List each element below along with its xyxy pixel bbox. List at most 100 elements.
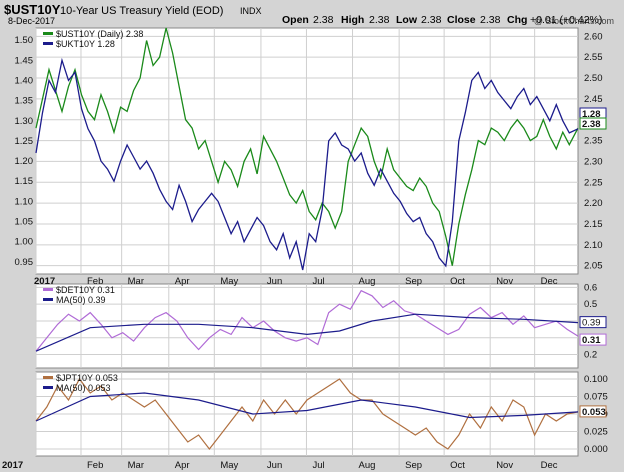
left-tick-label: 1.25 [15,136,34,147]
left-tick-label: 1.30 [15,116,34,127]
last-value-labels: 1.282.38 0.39 0.31 0.053 [579,107,607,418]
x-tick-label: 2017 [2,460,23,471]
low-label: Low [396,14,418,26]
left-tick-label: 1.20 [15,156,34,167]
last-value-text: 0.31 [582,335,601,346]
date-label: 8-Dec-2017 [8,16,55,26]
right-tick-label: 0.2 [584,350,597,361]
x-tick-label: Apr [175,276,190,287]
x-tick-label: Dec [541,460,558,471]
right-tick-label: 2.55 [584,52,603,63]
close-label: Close [447,14,476,26]
left-tick-label: 1.00 [15,237,34,248]
x-tick-label: Sep [405,460,422,471]
right-tick-label: 2.25 [584,177,603,188]
right-tick-label: 2.30 [584,156,603,167]
last-value-box [579,117,607,130]
last-value-text: 0.39 [582,318,601,329]
right-tick-label: 2.05 [584,261,603,272]
right-tick-label: 2.50 [584,73,603,84]
x-tick-label: Mar [128,276,144,287]
symbol-title: $UST10Y [4,2,61,17]
chg-value: +0.01 (+0.42%) [530,14,602,26]
x-tick-label: Dec [541,276,558,287]
x-tick-label: Jun [267,460,282,471]
last-value-text: 1.28 [582,109,601,120]
x-tick-label: 2017 [34,276,55,287]
x-tick-label: Feb [87,276,103,287]
de-grid [35,284,578,368]
x-tick-label: Sep [405,276,422,287]
legend-swatch-jp [43,376,53,379]
low-value: 2.38 [421,14,442,26]
x-tick-label: Mar [128,460,144,471]
right-tick-label: 0.5 [584,299,597,310]
main-series [35,27,579,271]
close-value: 2.38 [480,14,501,26]
right-tick-label: 2.60 [584,31,603,42]
right-tick-label: 2.45 [584,94,603,105]
x-tick-label: Jul [312,276,324,287]
right-tick-label: 0.100 [584,374,608,385]
symbol-description: 10-Year US Treasury Yield (EOD) [60,5,223,17]
open-value: 2.38 [313,14,334,26]
x-tick-label: Oct [450,460,465,471]
open-label: Open [282,14,309,26]
chg-label: Chg [507,14,527,26]
last-value-box [579,333,607,346]
series-line-de [35,289,579,352]
left-tick-label: 1.10 [15,196,34,207]
last-value-text: 2.38 [582,119,601,130]
series-line-uk [35,57,579,271]
right-tick-label: 2.20 [584,198,603,209]
legend-swatch-jp-ma [43,386,53,389]
legend-swatch-uk [43,42,53,45]
x-tick-label: Oct [450,276,465,287]
right-tick-label: 0.075 [584,392,608,403]
x-tick-label: Jul [312,460,324,471]
ohlc-readout: Open 2.38 High 2.38 Low 2.38 Close 2.38 … [282,14,602,26]
legend-jp: $JPT10Y 0.053 [56,373,118,383]
legend-de: $DET10Y 0.31 [56,285,115,295]
x-tick-label: Jun [267,276,282,287]
legend-de-ma: MA(50) 0.39 [56,295,106,305]
legend-swatch-de-ma [43,298,53,301]
legend-swatch-de [43,288,53,291]
x-tick-label: Aug [359,460,376,471]
last-value-box [579,405,607,418]
right-tick-label: 0.025 [584,427,608,438]
de-series [35,289,579,352]
high-value: 2.38 [369,14,390,26]
legend-uk: $UKT10Y 1.28 [56,39,115,49]
right-tick-label: 2.10 [584,240,603,251]
last-value-text: 0.053 [582,407,606,418]
last-value-box [579,316,607,329]
de-legend: $DET10Y 0.31 MA(50) 0.39 [43,285,115,305]
left-tick-label: 1.15 [15,176,34,187]
left-tick-label: 1.45 [15,55,34,66]
x-tick-label: May [220,276,238,287]
watermark: @ StockCharts.com [534,16,614,26]
right-tick-label: 2.15 [584,219,603,230]
x-tick-label: Nov [496,276,513,287]
exchange-label: INDX [240,6,262,16]
legend-swatch-us [43,32,53,35]
series-line-jp [35,377,579,450]
x-tick-label: Aug [359,276,376,287]
x-tick-label: Nov [496,460,513,471]
x-tick-label: May [220,460,238,471]
legend-us: $UST10Y (Daily) 2.38 [56,29,143,39]
right-tick-label: 2.35 [584,136,603,147]
x-tick-label: Apr [175,460,190,471]
x-tick-label: Feb [87,460,103,471]
right-tick-label: 0.6 [584,282,597,293]
main-axes: 2.052.102.152.202.252.302.352.402.452.50… [15,31,603,287]
left-tick-label: 0.95 [15,257,34,268]
series-line-ma [35,392,579,422]
left-tick-label: 1.35 [15,96,34,107]
jp-legend: $JPT10Y 0.053 MA(50) 0.053 [43,373,118,393]
legend-jp-ma: MA(50) 0.053 [56,383,111,393]
left-tick-label: 1.05 [15,217,34,228]
left-tick-label: 1.50 [15,35,34,46]
